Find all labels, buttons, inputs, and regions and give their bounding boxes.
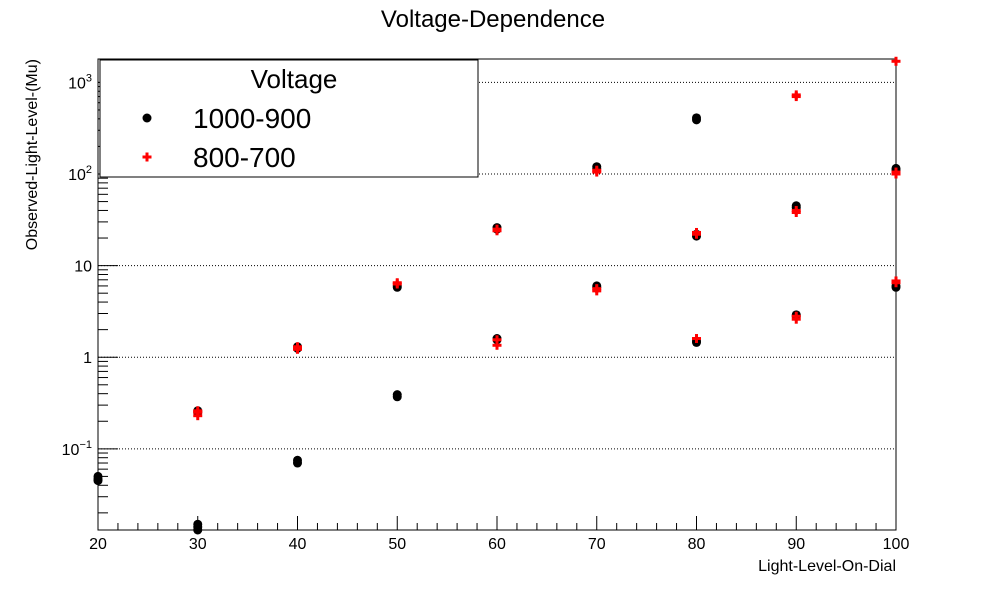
data-point	[692, 115, 701, 125]
data-point	[492, 340, 502, 350]
y-axis-title: Observed-Light-Level-(Mu)	[24, 59, 41, 250]
data-point	[891, 56, 901, 66]
data-point	[293, 344, 302, 354]
data-point	[791, 205, 801, 215]
x-tick-label: 100	[883, 536, 910, 553]
legend-label: 1000-900	[193, 103, 311, 134]
data-point	[891, 169, 901, 179]
legend: Voltage 1000-900 800-700	[99, 59, 479, 178]
data-point	[891, 282, 901, 292]
x-tick-label: 50	[388, 536, 406, 553]
data-point	[791, 92, 801, 102]
x-axis-title: Light-Level-On-Dial	[758, 558, 896, 575]
legend-marker	[142, 152, 152, 162]
legend-box	[99, 59, 479, 178]
y-tick-label: 1	[83, 350, 92, 367]
x-tick-label: 40	[289, 536, 307, 553]
legend-label: 800-700	[193, 142, 296, 173]
tick-labels: 20 30 40 50 60 70 80 90 100 10−1 1 10 102 103	[62, 72, 910, 553]
y-tick-label: 102	[68, 164, 92, 184]
data-point	[392, 390, 402, 400]
y-tick-label: 10	[74, 259, 92, 276]
x-tick-label: 30	[189, 536, 207, 553]
data-point	[492, 226, 502, 236]
data-points	[93, 56, 901, 535]
data-point	[592, 167, 602, 177]
x-tick-label: 80	[688, 536, 706, 553]
y-tick-label: 103	[68, 72, 92, 92]
data-point	[592, 286, 602, 296]
x-tick-label: 60	[488, 536, 506, 553]
data-point	[791, 314, 801, 324]
data-point	[692, 334, 701, 344]
data-point	[193, 406, 203, 416]
data-point	[692, 227, 701, 237]
chart-title: Voltage-Dependence	[381, 6, 605, 33]
legend-marker	[142, 113, 152, 123]
data-point	[392, 278, 402, 288]
x-tick-label: 20	[89, 536, 107, 553]
data-point	[93, 476, 103, 486]
y-tick-label: 10−1	[62, 439, 92, 459]
data-point	[293, 455, 302, 465]
data-point	[891, 276, 901, 286]
data-point	[193, 525, 203, 535]
x-tick-label: 70	[588, 536, 606, 553]
legend-title: Voltage	[251, 64, 338, 94]
x-tick-label: 90	[787, 536, 805, 553]
